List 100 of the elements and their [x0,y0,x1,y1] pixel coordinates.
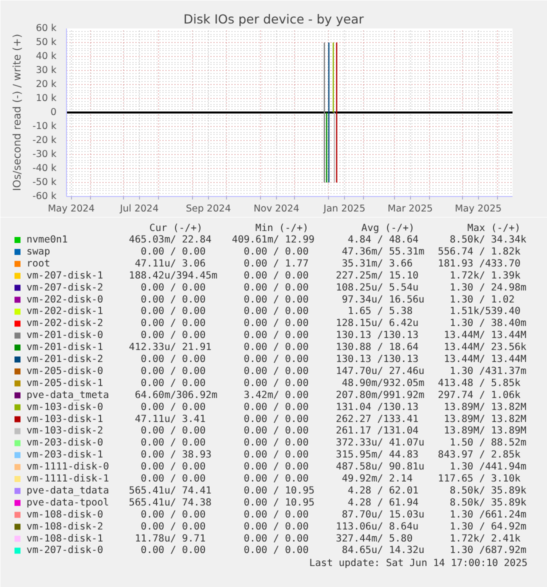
legend-label: vm-202-disk-2 [26,318,104,330]
text: 188.42u/394.45m [128,270,218,282]
x-tick-label: Nov 2024 [254,204,300,214]
y-tick-label: 30 k [36,65,57,76]
y-tick-label: -30 k [32,149,57,160]
text: 0.00 / 0.00 [140,246,206,258]
text: 64.60m/306.92m [134,390,218,401]
text: 556.74 / 1.82k [438,246,521,258]
text: 412.33u/ 21.91 [128,342,212,354]
text: 1.72k/ 1.39k [450,270,521,282]
text: 1.30 /441.94m [450,462,526,473]
text: 1.30 /661.24m [450,509,526,520]
text: 113.06u/ 8.64u [336,521,419,532]
y-axis-title: IOs/second read (-) / write (+) [11,34,24,192]
text: 413.48 / 5.85k [438,378,521,389]
text: 97.34u/ 16.56u [342,294,424,306]
text: 131.04 /130.13 [336,402,419,413]
text: 0.00 / 0.00 [244,438,309,449]
text: Last update: Sat Jun 14 17:00:10 2025 [309,558,528,569]
text: 1.30 / 38.40m [450,318,526,330]
text: 0.00 / 0.00 [140,282,206,294]
text: 315.95m/ 44.83 [336,450,419,461]
text: 130.88 / 18.64 [336,342,419,354]
text: 0.00 / 0.00 [140,378,206,389]
legend-label: swap [26,246,50,258]
text: 13.44M/ 23.56k [444,342,526,354]
text: 117.65 / 3.10k [438,474,521,484]
text: 0.00 / 0.00 [244,378,309,389]
text: 0.00 / 0.00 [244,545,309,556]
text: 227.25m/ 15.10 [336,270,419,282]
x-tick-label: Jan 2025 [322,204,366,214]
text: 0.00 / 0.00 [140,402,206,413]
text: 48.90m/932.05m [342,378,424,389]
text: 1.30 /431.37m [450,366,526,377]
text: 0.00 / 0.00 [244,533,309,544]
text: Min (-/+) [255,222,309,234]
legend-label: vm-202-disk-0 [26,294,104,306]
legend-label: vm-103-disk-2 [26,426,104,437]
text: 0.00 / 0.00 [244,414,309,425]
y-tick-label: -50 k [32,177,57,188]
text: 47.36m/ 55.31m [342,246,424,258]
text: 0.00 / 0.00 [244,402,309,413]
y-tick-label: 20 k [36,79,57,90]
text: 0.00 / 0.00 [140,354,206,365]
text: 0.00 / 0.00 [140,509,206,520]
text: 0.00 / 0.00 [244,354,309,365]
legend-label: vm-207-disk-2 [26,282,104,294]
x-tick-label: May 2024 [48,204,95,214]
legend-label: vm-205-disk-0 [26,366,104,377]
text: 0.00 / 0.00 [140,545,206,556]
text: 0.00 / 10.95 [244,497,315,508]
legend-label: vm-103-disk-0 [26,402,104,413]
text: 0.00 / 0.00 [244,318,309,330]
text: 0.00 / 0.00 [244,306,309,318]
legend-label: pve-data_tdata [26,485,110,496]
text: 181.93 /433.70 [438,258,521,270]
text: 0.00 / 0.00 [244,462,309,473]
legend-label: vm-1111-disk-1 [26,474,110,484]
text: 4.28 / 62.01 [348,485,419,496]
text: 87.70u/ 15.03u [342,509,424,520]
text: 1.30 /687.92m [450,545,526,556]
text: 0.00 / 0.00 [140,366,206,377]
text: 0.00 / 0.00 [244,294,309,306]
text: 0.00 / 0.00 [244,246,309,258]
text: 487.58u/ 90.81u [336,462,424,473]
text: 47.11u/ 3.06 [134,258,206,270]
text: 207.80m/991.92m [336,390,424,401]
text: 0.00 / 0.00 [140,521,206,532]
text: 0.00 / 10.95 [244,485,315,496]
text: 843.97 / 2.85k [438,450,521,461]
text: 372.33u/ 41.07u [336,438,424,449]
y-tick-label: -40 k [32,163,57,174]
text: 13.44M/ 13.44M [444,354,526,365]
y-tick-label: 60 k [36,23,57,34]
text: 297.74 / 1.06k [438,390,521,401]
text: 0.00 / 0.00 [244,282,309,294]
text: Avg (-/+) [361,222,415,234]
legend-label: vm-207-disk-1 [26,270,104,282]
text: 49.92m/ 2.14 [342,474,413,484]
text: 0.00 / 0.00 [244,270,309,282]
y-tick-label: 0 [50,107,57,118]
text: 84.65u/ 14.32u [342,545,424,556]
x-tick-label: Jul 2024 [118,204,159,214]
x-tick-label: Sep 2024 [186,204,231,214]
chart-title: Disk IOs per device - by year [184,12,365,26]
text: 4.84 / 48.64 [348,234,419,246]
text: 3.42m/ 0.00 [244,390,309,401]
text: 0.00 / 0.00 [140,306,206,318]
text: 0.00 / 1.77 [244,258,309,270]
text: 13.89M/ 13.82M [444,402,526,413]
text: 35.31m/ 3.66 [342,258,413,270]
legend-label: vm-108-disk-2 [26,521,104,532]
text: 0.00 / 0.00 [244,509,309,520]
text: 13.89M/ 13.82M [444,414,526,425]
x-tick-label: May 2025 [454,204,502,214]
text: 13.89M/ 13.89M [444,426,526,437]
text: 1.30 / 1.02 [450,294,515,306]
text: 13.44M/ 13.44M [444,330,526,342]
text: 0.00 / 0.00 [140,330,206,342]
text: 1.30 / 64.92m [450,521,526,532]
